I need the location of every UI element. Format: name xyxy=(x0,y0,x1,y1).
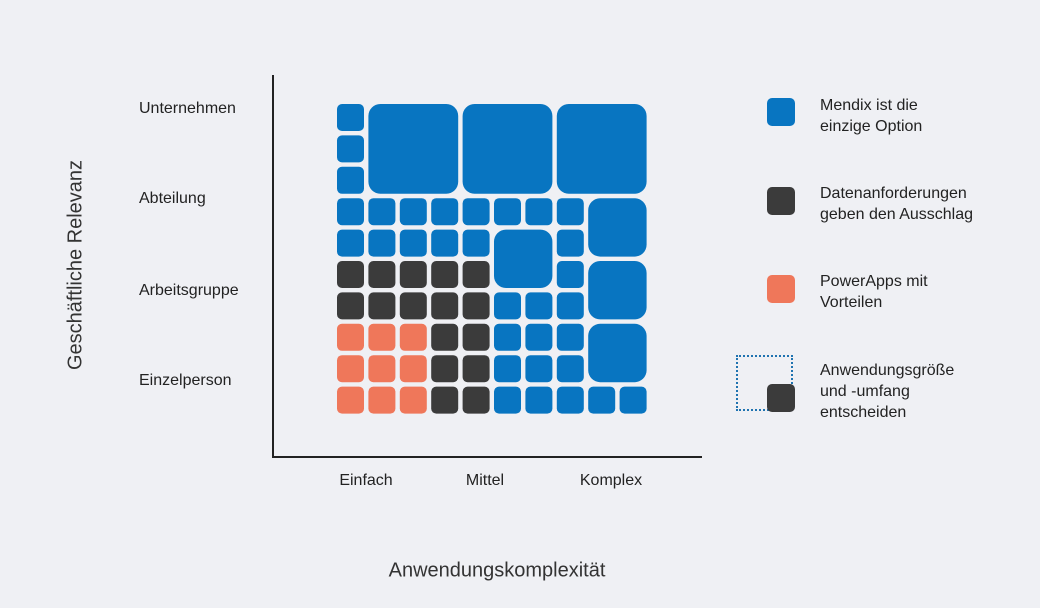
tile xyxy=(494,355,521,383)
tile xyxy=(368,198,396,226)
x-tick-komplex: Komplex xyxy=(579,472,643,489)
tile-large xyxy=(588,198,647,257)
tile-large xyxy=(588,323,647,383)
tile xyxy=(431,386,459,414)
tile xyxy=(399,355,427,383)
legend-dotted-box xyxy=(736,355,793,411)
tile xyxy=(462,355,490,383)
tile xyxy=(399,198,427,226)
x-axis-label: Anwendungskomplexität xyxy=(388,559,606,582)
legend-item-mendix: Mendix ist die einzige Option xyxy=(820,95,1020,137)
tile xyxy=(337,323,364,351)
y-axis-line xyxy=(272,75,274,458)
tile xyxy=(337,135,364,163)
tile xyxy=(368,292,396,320)
legend-swatch-powerapps xyxy=(767,275,795,303)
tile xyxy=(337,229,364,257)
legend-text-line: Anwendungsgröße xyxy=(820,362,955,379)
legend-text-line: Mendix ist die xyxy=(820,97,918,114)
tile xyxy=(399,261,427,288)
tile-large xyxy=(556,104,647,194)
legend-item-powerapps: PowerApps mit Vorteilen xyxy=(820,271,1020,313)
legend-item-groesse: Anwendungsgröße und -umfang entscheiden xyxy=(820,360,1020,423)
tile xyxy=(337,386,364,414)
tile xyxy=(556,355,584,383)
tile xyxy=(431,261,459,288)
tile xyxy=(431,198,459,226)
tile xyxy=(431,355,459,383)
tile xyxy=(368,386,396,414)
tile xyxy=(337,198,364,226)
tile xyxy=(462,229,490,257)
tile xyxy=(431,292,459,320)
tile xyxy=(462,386,490,414)
tile xyxy=(556,229,584,257)
tile xyxy=(525,386,553,414)
tile xyxy=(337,104,364,131)
legend-text-line: geben den Ausschlag xyxy=(820,206,974,223)
tile-large xyxy=(462,104,553,194)
tile xyxy=(525,198,553,226)
tile xyxy=(399,292,427,320)
y-tick-unternehmen: Unternehmen xyxy=(139,100,236,117)
tile xyxy=(556,323,584,351)
legend-text-line: Datenanforderungen xyxy=(820,185,967,202)
y-tick-abteilung: Abteilung xyxy=(139,190,206,207)
tile xyxy=(368,323,396,351)
x-tick-mittel: Mittel xyxy=(465,472,505,489)
tile xyxy=(399,229,427,257)
tile xyxy=(462,198,490,226)
y-tick-arbeitsgruppe: Arbeitsgruppe xyxy=(139,282,239,299)
tile xyxy=(368,229,396,257)
legend-text-line: Vorteilen xyxy=(820,294,883,311)
tile xyxy=(462,292,490,320)
tile xyxy=(368,355,396,383)
x-axis-line xyxy=(272,456,702,458)
tile xyxy=(462,323,490,351)
tile xyxy=(494,198,521,226)
tile xyxy=(431,229,459,257)
legend-item-daten: Datenanforderungen geben den Ausschlag xyxy=(820,183,1020,225)
tile xyxy=(368,261,396,288)
tile xyxy=(337,355,364,383)
legend-text-line: und -umfang xyxy=(820,383,910,400)
tile xyxy=(556,292,584,320)
tile xyxy=(556,261,584,288)
tile xyxy=(525,323,553,351)
tile xyxy=(556,198,584,226)
tile-large xyxy=(368,104,459,194)
tile xyxy=(399,323,427,351)
legend-text-line: entscheiden xyxy=(820,404,907,421)
tile xyxy=(462,261,490,288)
tile xyxy=(337,261,364,288)
tile xyxy=(399,386,427,414)
tile xyxy=(525,355,553,383)
tile xyxy=(494,386,521,414)
tile xyxy=(556,386,584,414)
y-tick-einzelperson: Einzelperson xyxy=(139,372,232,389)
legend-text-line: PowerApps mit xyxy=(820,273,928,290)
x-tick-einfach: Einfach xyxy=(339,472,393,489)
tile xyxy=(494,323,521,351)
tile-large xyxy=(588,261,647,320)
tile xyxy=(337,292,364,320)
tile xyxy=(337,166,364,194)
tile xyxy=(525,292,553,320)
tile xyxy=(431,323,459,351)
legend-text-line: einzige Option xyxy=(820,118,923,135)
tile xyxy=(619,386,647,414)
legend-swatch-groesse xyxy=(767,384,795,412)
tile xyxy=(588,386,616,414)
legend-swatch-daten xyxy=(767,187,795,215)
legend-swatch-mendix xyxy=(767,98,795,126)
tile-large xyxy=(494,229,553,288)
tile xyxy=(494,292,521,320)
